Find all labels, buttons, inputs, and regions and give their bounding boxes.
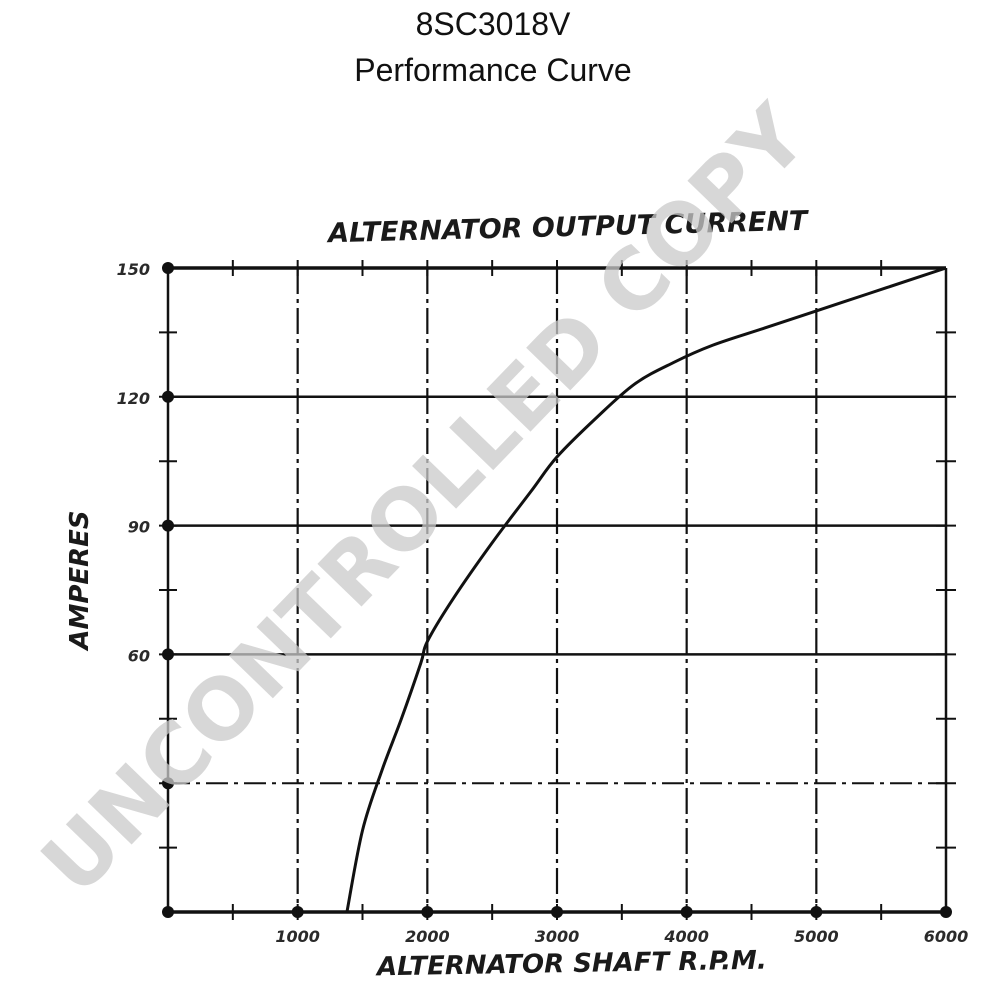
y-tick-label-120: 120 bbox=[117, 389, 150, 408]
y-tick-label-60: 60 bbox=[128, 646, 150, 665]
y-tick-label-150: 150 bbox=[117, 260, 150, 279]
x-tick-label-6000: 6000 bbox=[924, 927, 969, 946]
chart-subtitle: Performance Curve bbox=[354, 52, 632, 88]
y-tick-label-90: 90 bbox=[128, 518, 150, 537]
x-axis-label: ALTERNATOR SHAFT R.P.M. bbox=[375, 946, 767, 983]
x-tick-labels: 1000 2000 3000 4000 5000 6000 bbox=[275, 927, 968, 946]
x-tick-label-3000: 3000 bbox=[535, 927, 580, 946]
x-tick-label-1000: 1000 bbox=[275, 927, 320, 946]
output-current-curve bbox=[345, 266, 947, 913]
axis-markers bbox=[159, 260, 956, 920]
x-tick-label-5000: 5000 bbox=[794, 927, 839, 946]
watermark: UNCONTROLLED COPY bbox=[23, 86, 827, 913]
y-tick-labels: 60 90 120 150 bbox=[117, 260, 150, 665]
x-tick-label-2000: 2000 bbox=[405, 927, 450, 946]
model-number: 8SC3018V bbox=[415, 6, 571, 42]
x-marker-6000 bbox=[940, 906, 952, 918]
y-axis-label: AMPERES bbox=[65, 510, 95, 651]
x-tick-label-4000: 4000 bbox=[663, 927, 709, 946]
y-marker-150 bbox=[162, 262, 174, 274]
origin-marker bbox=[162, 906, 174, 918]
